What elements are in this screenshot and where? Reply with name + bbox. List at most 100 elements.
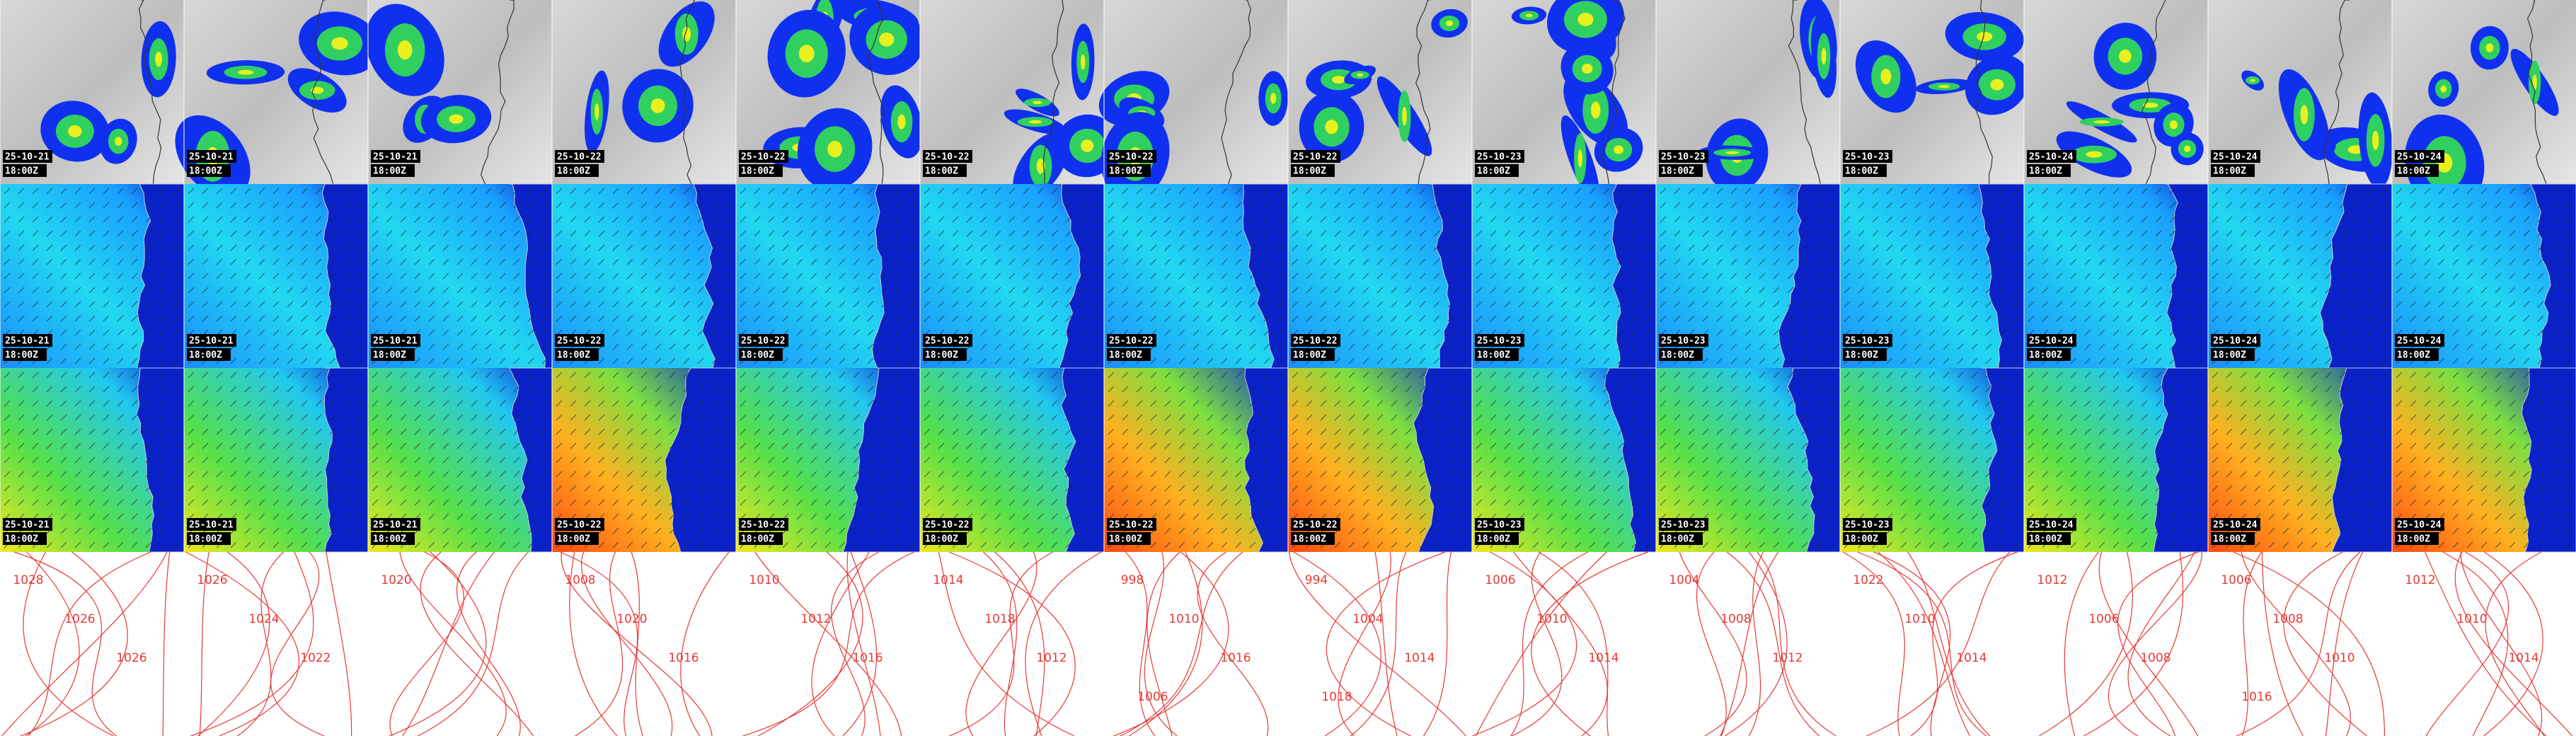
stamp-box: [739, 164, 783, 177]
isobar: [965, 551, 1037, 736]
stamp-box: [1659, 518, 1708, 531]
stamp-box: [1291, 518, 1340, 531]
isobar: [1857, 551, 1987, 736]
precip-peak: [879, 32, 895, 47]
precip-peak: [2086, 151, 2103, 158]
isobar: [23, 551, 114, 736]
isobar: [28, 551, 151, 736]
stamp-box: [923, 164, 967, 177]
isobar: [938, 551, 1075, 736]
isobar: [949, 551, 1053, 736]
precip-peak: [1356, 73, 1364, 76]
isobar: [1471, 551, 1577, 736]
stamp-box: [371, 348, 415, 361]
isobar: [456, 551, 521, 736]
stamp-box: [1843, 518, 1892, 531]
precip-peak: [155, 51, 163, 67]
isobar-label: 1016: [852, 651, 882, 665]
stamp-box: [3, 334, 52, 347]
stamp-date: 25-10-22: [925, 152, 970, 163]
stamp-date: 25-10-24: [2213, 152, 2258, 163]
stamp-date: 25-10-24: [2397, 520, 2442, 531]
isobar: [560, 551, 713, 736]
coastline: [868, 0, 885, 185]
isobar: [1748, 551, 1764, 736]
isobar-label: 1016: [1220, 651, 1250, 665]
isobar-label: 1014: [1404, 651, 1434, 665]
stamp-box: [923, 150, 972, 163]
isobar: [1878, 551, 1971, 736]
stamp-time: 18:00Z: [925, 350, 958, 361]
stamp-time: 18:00Z: [189, 350, 222, 361]
isobar: [1513, 551, 1608, 736]
isobar-label: 1008: [565, 573, 595, 587]
precip-peak: [1821, 47, 1827, 65]
isobar-label: 1004: [1352, 612, 1383, 626]
stamp-box: [1475, 532, 1519, 545]
stamp-date: 25-10-22: [557, 152, 602, 163]
precip-peak: [650, 98, 665, 113]
stamp-box: [2027, 334, 2076, 347]
isobar: [1538, 551, 1609, 736]
precip-peak: [1990, 79, 2004, 91]
isobar-label: 1010: [1168, 612, 1199, 626]
isobar: [2425, 551, 2509, 736]
stamp-date: 25-10-23: [1845, 336, 1890, 347]
stamp-time: 18:00Z: [925, 534, 958, 545]
stamp-box: [1475, 348, 1519, 361]
isobar: [1696, 551, 1727, 736]
isobar-label: 1006: [1137, 690, 1168, 704]
stamp-time: 18:00Z: [2397, 350, 2430, 361]
stamp-box: [1843, 150, 1892, 163]
stamp-date: 25-10-21: [373, 336, 418, 347]
stamp-box: [2395, 334, 2444, 347]
stamp-time: 18:00Z: [1661, 166, 1694, 177]
isobar: [1326, 551, 1446, 736]
isobar: [811, 551, 870, 736]
stamp-time: 18:00Z: [5, 166, 38, 177]
isobar: [2083, 551, 2184, 736]
stamp-date: 25-10-22: [557, 336, 602, 347]
isobar: [1289, 551, 1467, 736]
stamp-date: 25-10-22: [1109, 152, 1154, 163]
stamp-date: 25-10-21: [5, 520, 50, 531]
stamp-date: 25-10-23: [1661, 520, 1706, 531]
isobar: [1, 551, 168, 736]
stamp-date: 25-10-22: [1109, 520, 1154, 531]
stamp-time: 18:00Z: [2213, 166, 2246, 177]
stamp-box: [2211, 150, 2260, 163]
isobar: [1128, 551, 1203, 736]
stamp-date: 25-10-24: [2397, 336, 2442, 347]
isobar-label: 1012: [2405, 573, 2435, 587]
isobar-label: 1026: [197, 573, 227, 587]
precip-peak: [1033, 100, 1042, 105]
isobar-label: 1014: [1588, 651, 1618, 665]
isobar: [2325, 551, 2364, 736]
precip-peak: [897, 114, 906, 130]
stamp-time: 18:00Z: [557, 166, 590, 177]
isobar-label: 1010: [1536, 612, 1567, 626]
stamp-box: [1659, 348, 1703, 361]
stamp-date: 25-10-23: [1477, 336, 1522, 347]
precip-peak: [1325, 120, 1338, 134]
stamp-time: 18:00Z: [1293, 534, 1326, 545]
stamp-date: 25-10-22: [741, 520, 786, 531]
stamp-time: 18:00Z: [1109, 166, 1142, 177]
stamp-box: [1107, 150, 1156, 163]
isobar: [1512, 551, 1563, 736]
stamp-time: 18:00Z: [1293, 166, 1326, 177]
isobar: [742, 551, 914, 736]
stamp-date: 25-10-23: [1477, 152, 1522, 163]
stamp-box: [371, 518, 420, 531]
isobar: [2117, 551, 2199, 736]
isobar: [2454, 551, 2573, 736]
stamp-box: [371, 150, 420, 163]
isobar: [1726, 551, 1820, 736]
coastline: [2526, 0, 2547, 185]
isobar: [2236, 551, 2361, 736]
isobar-label: 1022: [300, 651, 330, 665]
isobar: [2283, 551, 2367, 736]
stamp-box: [187, 348, 231, 361]
stamp-date: 25-10-23: [1845, 520, 1890, 531]
stamp-date: 25-10-22: [741, 336, 786, 347]
